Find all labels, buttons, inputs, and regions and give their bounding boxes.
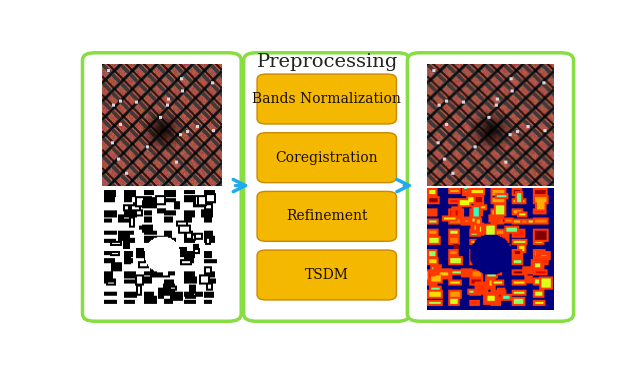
FancyBboxPatch shape	[83, 53, 241, 321]
FancyBboxPatch shape	[244, 53, 410, 321]
Text: Coregistration: Coregistration	[275, 151, 378, 165]
Text: Refinement: Refinement	[286, 209, 367, 223]
Text: TSDM: TSDM	[305, 268, 349, 282]
FancyBboxPatch shape	[257, 250, 396, 300]
Text: Preprocessing: Preprocessing	[257, 53, 399, 71]
FancyBboxPatch shape	[408, 53, 573, 321]
FancyBboxPatch shape	[257, 133, 396, 183]
Text: Bands Normalization: Bands Normalization	[252, 92, 401, 106]
FancyBboxPatch shape	[257, 191, 396, 241]
FancyBboxPatch shape	[257, 74, 396, 124]
